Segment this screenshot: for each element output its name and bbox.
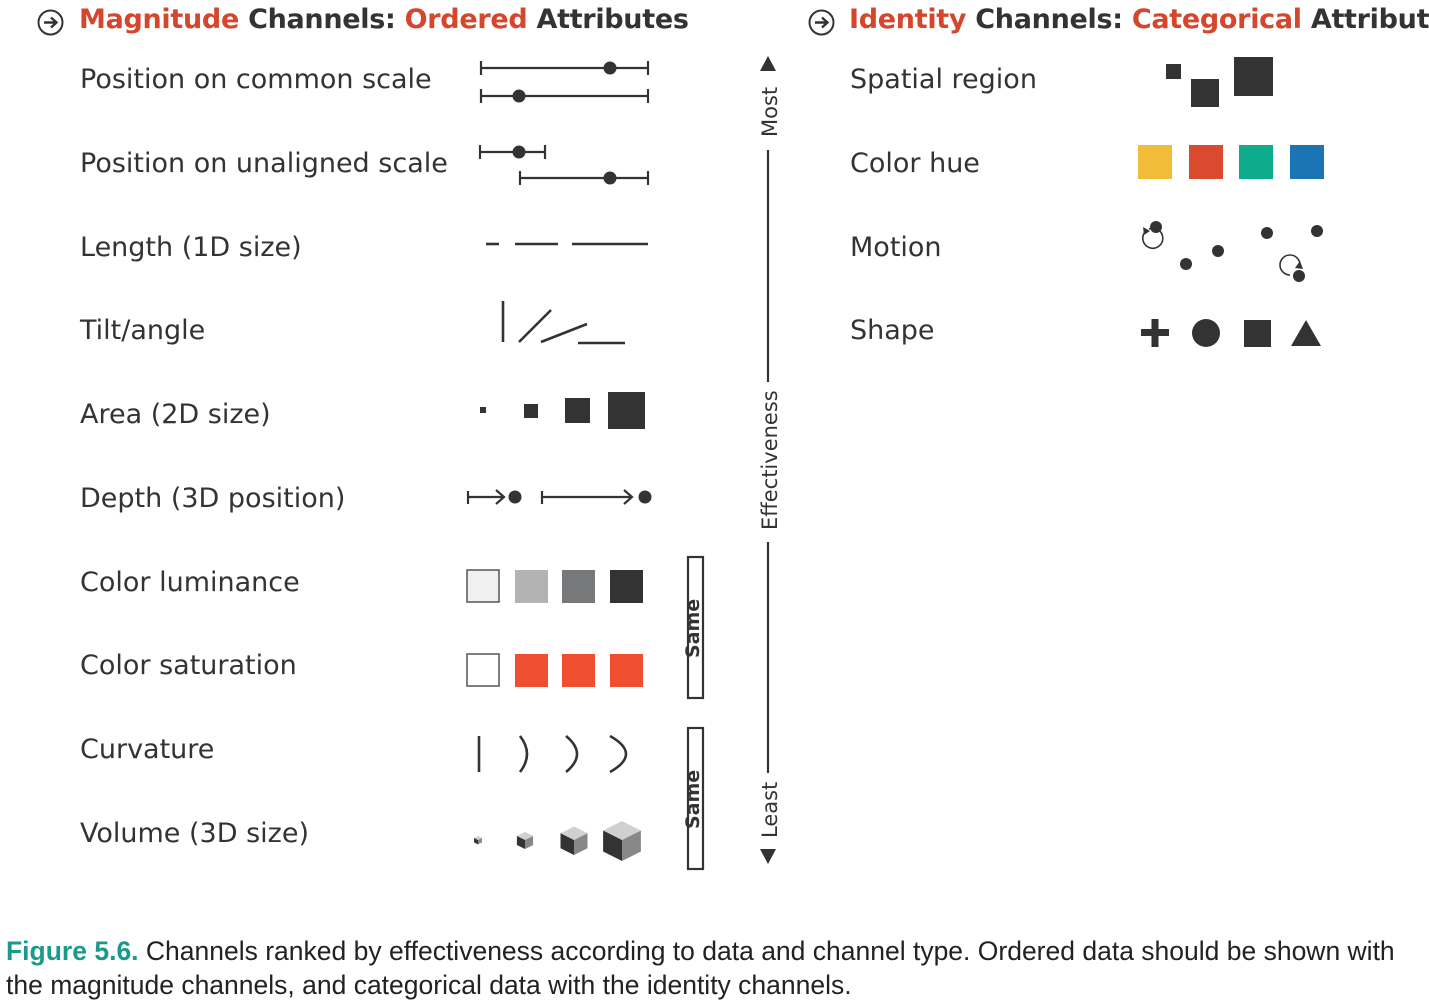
volume-glyph — [474, 821, 641, 861]
saturation-glyph — [466, 653, 643, 687]
identity-title-type: Categorical — [1131, 4, 1302, 35]
effectiveness-most-label: Most — [758, 87, 782, 137]
area-glyph — [480, 392, 645, 429]
same-label: Same — [682, 770, 704, 829]
identity-header: Identity Channels: Categorical Attribute… — [849, 4, 1429, 35]
effectiveness-axis — [760, 56, 776, 864]
magnitude-header: Magnitude Channels: Ordered Attributes — [79, 4, 689, 35]
caption-text: Channels ranked by effectiveness accordi… — [6, 936, 1395, 1000]
shape-glyph — [1141, 319, 1321, 347]
identity-title-word: Identity — [849, 4, 967, 35]
color-hue-glyph — [1138, 145, 1324, 179]
magnitude-title-mid: Channels: — [248, 4, 396, 35]
channel-label: Shape — [850, 315, 935, 346]
channel-label: Motion — [850, 232, 942, 263]
channel-label: Color saturation — [80, 650, 297, 681]
arrow-circle-icon — [808, 9, 835, 36]
identity-title-mid: Channels: — [975, 4, 1123, 35]
channel-label: Position on unaligned scale — [80, 148, 448, 179]
spatial-region-glyph — [1166, 57, 1273, 107]
channel-label: Length (1D size) — [80, 232, 302, 263]
curvature-glyph — [477, 734, 628, 774]
effectiveness-least-label: Least — [758, 782, 782, 838]
channel-label: Area (2D size) — [80, 399, 271, 430]
channel-label: Curvature — [80, 734, 215, 765]
channel-label: Color luminance — [80, 567, 300, 598]
channel-label: Position on common scale — [80, 64, 432, 95]
channel-label: Tilt/angle — [80, 315, 206, 346]
channel-label: Spatial region — [850, 64, 1037, 95]
arrow-circle-icon — [37, 9, 64, 36]
figure-caption: Figure 5.6. Channels ranked by effective… — [6, 934, 1424, 1002]
luminance-glyph — [466, 569, 643, 603]
magnitude-title-end: Attributes — [536, 4, 689, 35]
effectiveness-axis-label: Effectiveness — [758, 390, 782, 530]
channel-label: Volume (3D size) — [80, 818, 309, 849]
tilt-glyph — [501, 301, 625, 345]
channel-label: Depth (3D position) — [80, 483, 346, 514]
magnitude-title-type: Ordered — [404, 4, 528, 35]
motion-glyph — [1142, 221, 1323, 282]
figure-number: Figure 5.6. — [6, 936, 139, 966]
same-label: Same — [682, 599, 704, 658]
position-common-glyph — [479, 61, 650, 103]
channel-label: Color hue — [850, 148, 980, 179]
identity-title-end: Attributes — [1310, 4, 1429, 35]
position-unaligned-glyph — [478, 145, 650, 185]
depth-glyph — [466, 489, 652, 505]
same-bracket — [686, 555, 705, 871]
magnitude-title-word: Magnitude — [79, 4, 239, 35]
